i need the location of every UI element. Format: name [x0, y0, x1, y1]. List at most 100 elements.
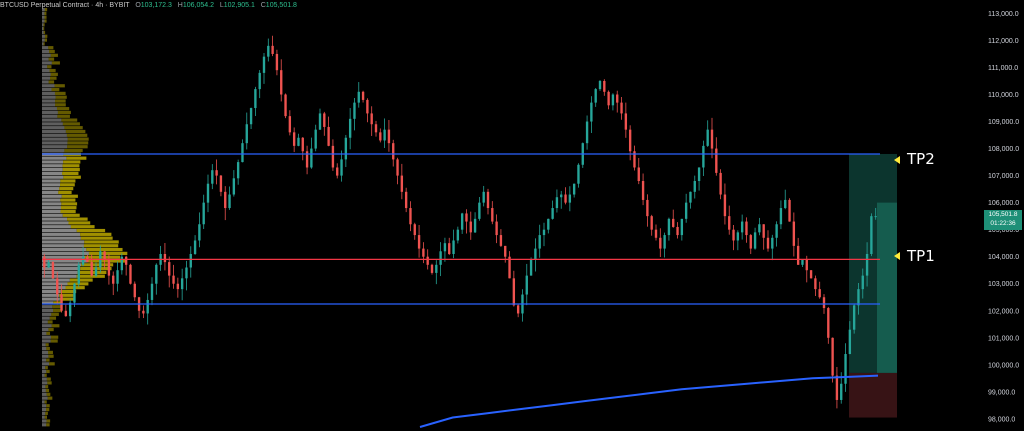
profile-bar-yellow	[63, 160, 81, 164]
profile-bar-gray	[42, 30, 44, 35]
profile-bar-gray	[42, 194, 62, 198]
profile-bar-yellow	[50, 76, 57, 80]
profile-bar-gray	[42, 274, 77, 278]
candle-body	[560, 194, 563, 198]
candle-body	[624, 113, 628, 130]
candle-body	[865, 253, 869, 276]
candle-body	[525, 275, 528, 295]
exchange: BYBIT	[109, 2, 130, 9]
profile-bar-yellow	[61, 194, 78, 198]
profile-bar-gray	[42, 68, 50, 73]
profile-bar-gray	[42, 366, 46, 370]
profile-bar-gray	[42, 15, 45, 19]
candle-body	[572, 183, 576, 195]
candle-body	[383, 129, 386, 141]
profile-bar-yellow	[43, 42, 45, 46]
profile-bar-yellow	[49, 362, 55, 366]
profile-bar-gray	[42, 373, 45, 377]
profile-bar-yellow	[87, 259, 125, 263]
candle-body	[301, 137, 304, 152]
candle-body	[547, 218, 550, 230]
candle-body	[736, 232, 740, 241]
profile-bar-gray	[42, 297, 60, 301]
profile-bar-yellow	[84, 240, 119, 244]
profile-bar-gray	[42, 99, 56, 103]
candle-body	[374, 124, 378, 133]
profile-bar-yellow	[46, 377, 51, 381]
candle-body	[762, 224, 765, 238]
profile-bar-gray	[42, 407, 47, 412]
profile-bar-yellow	[49, 68, 56, 73]
profile-bar-yellow	[63, 175, 81, 179]
candle-body	[116, 270, 119, 284]
profile-bar-yellow	[49, 316, 57, 320]
profile-bar-yellow	[48, 80, 55, 84]
profile-bar-yellow	[60, 289, 77, 294]
candle-body	[206, 183, 210, 203]
candle-body	[189, 253, 192, 268]
candle-body	[155, 264, 158, 284]
candle-body	[684, 202, 688, 219]
profile-bar-yellow	[55, 103, 66, 107]
profile-bar-yellow	[46, 423, 50, 427]
candle-body	[663, 235, 666, 249]
profile-bar-gray	[42, 114, 58, 118]
candle-body	[275, 53, 279, 71]
tp1-marker	[894, 252, 900, 260]
profile-bar-yellow	[48, 354, 54, 358]
profile-bar-gray	[42, 49, 50, 54]
candle-body	[236, 162, 240, 179]
profile-bar-yellow	[66, 156, 87, 160]
profile-bar-yellow	[51, 324, 60, 328]
candle-body	[142, 310, 145, 314]
moving-average	[419, 374, 879, 428]
profile-bar-gray	[42, 156, 67, 160]
profile-bar-yellow	[49, 49, 55, 54]
y-tick-label: 110,000.0	[988, 92, 1019, 99]
profile-bar-gray	[42, 19, 45, 23]
candle-body	[193, 240, 197, 254]
candle-body	[857, 289, 860, 306]
y-tick-label: 112,000.0	[988, 38, 1019, 45]
candle-body	[228, 194, 231, 209]
candle-body	[710, 129, 714, 149]
candle-body	[254, 89, 257, 109]
profit-fill	[877, 202, 897, 373]
profile-bar-yellow	[46, 369, 50, 374]
candle-body	[224, 191, 227, 209]
candle-body	[469, 221, 472, 233]
profile-bar-gray	[42, 34, 45, 38]
candle-body	[465, 213, 468, 222]
candle-body	[840, 383, 843, 400]
candle-body	[396, 159, 399, 176]
profile-bar-gray	[42, 255, 85, 259]
profile-bar-gray	[42, 282, 68, 286]
profile-bar-yellow	[53, 301, 63, 305]
profile-bar-yellow	[45, 388, 50, 393]
profile-bar-yellow	[46, 419, 51, 423]
profile-bar-yellow	[45, 411, 48, 415]
profile-bar-gray	[42, 339, 51, 343]
profile-bar-gray	[42, 65, 48, 69]
profile-bar-gray	[42, 324, 52, 328]
profile-bar-yellow	[61, 118, 78, 122]
profile-bar-yellow	[50, 72, 58, 76]
candle-body	[357, 91, 360, 103]
profile-bar-yellow	[46, 358, 50, 362]
profile-bar-yellow	[53, 308, 63, 313]
candle-body	[133, 283, 136, 298]
profile-bar-gray	[42, 167, 63, 172]
profile-bar-yellow	[76, 274, 105, 278]
candle-body	[792, 221, 796, 246]
close-label: C	[260, 2, 266, 9]
candle-body	[611, 94, 615, 106]
candle-body	[94, 267, 98, 276]
candle-body	[336, 167, 339, 176]
profile-bar-yellow	[46, 331, 51, 335]
profile-bar-gray	[42, 72, 51, 76]
candle-body	[409, 208, 412, 225]
profile-bar-yellow	[45, 385, 49, 389]
profile-bar-yellow	[46, 392, 51, 396]
candle-body	[241, 143, 244, 163]
